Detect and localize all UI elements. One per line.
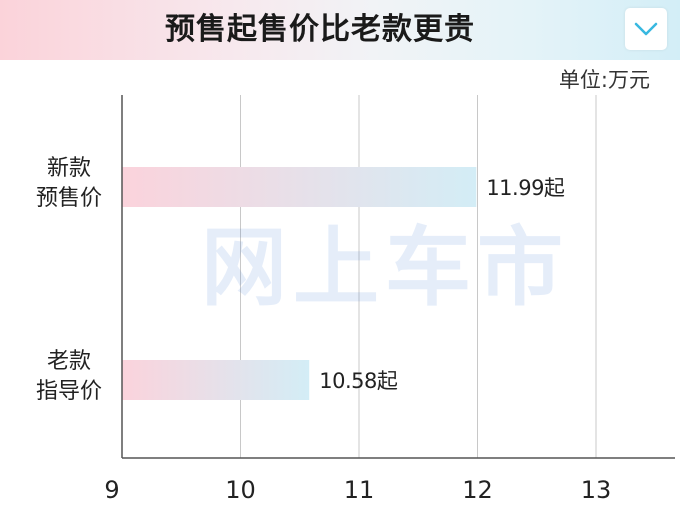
category-label: 指导价 [36, 379, 102, 404]
page-title: 预售起售价比老款更贵 [165, 12, 475, 47]
x-tick-label: 10 [225, 476, 256, 504]
x-tick-label: 12 [462, 476, 493, 504]
category-label: 新款 [47, 156, 91, 181]
category-label: 预售价 [36, 186, 102, 211]
x-tick-label: 11 [344, 476, 375, 504]
chevron-down-icon [634, 22, 658, 36]
x-tick-label: 13 [581, 476, 612, 504]
data-label: 10.58起 [319, 369, 398, 393]
data-label: 11.99起 [486, 176, 565, 200]
bar [122, 167, 477, 207]
header-banner [0, 0, 680, 60]
watermark-text: 网上车市 [201, 218, 569, 318]
menu-button[interactable] [625, 8, 667, 50]
unit-label: 单位:万元 [558, 68, 650, 92]
category-label: 老款 [47, 349, 91, 374]
bar [122, 360, 310, 400]
x-tick-label: 9 [104, 476, 119, 504]
